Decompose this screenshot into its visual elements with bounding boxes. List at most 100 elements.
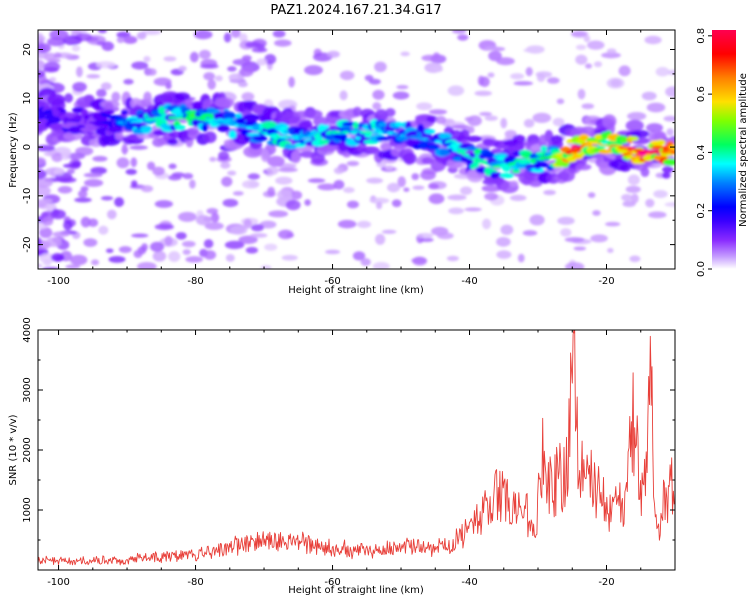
heatmap-noise-cell [304, 65, 323, 76]
heatmap-halo-cell [374, 109, 389, 124]
heatmap-x-label: Height of straight line (km) [288, 285, 424, 296]
heatmap-noise-cell [411, 173, 420, 181]
heatmap-noise-cell [403, 187, 410, 192]
snr-x-label: Height of straight line (km) [288, 585, 424, 596]
figure-title: PAZ1.2024.167.21.34.G17 [270, 3, 441, 18]
heatmap-noise-cell [625, 185, 641, 194]
heatmap-noise-cell [221, 176, 233, 187]
heatmap-noise-cell [241, 92, 255, 102]
heatmap-x-axis: -100 -80 -60 -40 -20 [47, 30, 676, 287]
heatmap-halo-cell [435, 115, 447, 125]
heatmap-noise-cell [64, 93, 73, 103]
heatmap-noise-cell [230, 30, 241, 38]
heatmap-noise-cell [259, 220, 277, 229]
heatmap-noise-cell [57, 186, 73, 194]
heatmap-noise-cell [222, 198, 239, 208]
heatmap-noise-cell [71, 160, 82, 167]
heatmap-noise-cell [200, 63, 219, 69]
heatmap-noise-cell [227, 170, 237, 176]
heatmap-noise-cell [565, 262, 585, 269]
heatmap-noise-cell [452, 30, 467, 34]
heatmap-noise-cell [391, 199, 402, 208]
heatmap-noise-cell [105, 248, 114, 254]
heatmap-ridge-cell [421, 133, 433, 139]
heatmap-halo-cell [640, 166, 650, 178]
snr-y-tick-label: 2000 [22, 437, 33, 462]
heatmap-noise-cell [195, 214, 211, 226]
heatmap-halo-cell [662, 166, 674, 173]
heatmap-noise-cell [63, 219, 73, 231]
heatmap-noise-cell [241, 180, 260, 189]
heatmap-noise-cell [61, 151, 71, 161]
heatmap-noise-cell [39, 227, 53, 239]
heatmap-noise-cell [238, 81, 248, 88]
heatmap-noise-cell [203, 72, 216, 81]
heatmap-noise-cell [522, 230, 538, 236]
heatmap-noise-cell [479, 111, 492, 117]
heatmap-noise-cell [86, 74, 101, 79]
heatmap-ridge-cell [261, 121, 278, 130]
heatmap-noise-cell [630, 193, 639, 204]
heatmap-ridge-cell [320, 124, 330, 129]
heatmap-noise-cell [152, 166, 165, 176]
heatmap-halo-cell [380, 142, 393, 152]
heatmap-halo-cell [491, 148, 503, 155]
heatmap-noise-cell [123, 78, 134, 85]
heatmap-ridge-cell [482, 151, 495, 159]
heatmap-noise-cell [496, 236, 511, 247]
heatmap-noise-cell [178, 65, 187, 72]
heatmap-noise-cell [267, 186, 276, 197]
heatmap-noise-cell [51, 152, 63, 163]
heatmap-noise-cell [277, 229, 294, 240]
heatmap-noise-cell [525, 67, 533, 77]
heatmap-noise-cell [124, 35, 138, 44]
heatmap-ridge-cell [103, 109, 115, 115]
heatmap-noise-cell [90, 166, 107, 175]
heatmap-halo-cell [421, 157, 434, 165]
heatmap-x-tick-label: -100 [47, 276, 70, 287]
heatmap-noise-cell [552, 117, 565, 127]
heatmap-noise-cell [49, 30, 69, 41]
heatmap-noise-cell [182, 249, 191, 255]
heatmap-noise-cell [204, 222, 224, 231]
heatmap-noise-cell [592, 210, 601, 216]
heatmap-noise-cell [228, 73, 244, 82]
heatmap-noise-cell [587, 40, 605, 50]
heatmap-noise-cell [38, 237, 42, 246]
heatmap-noise-cell [245, 41, 261, 48]
heatmap-noise-cell [118, 246, 132, 253]
heatmap-noise-cell [627, 112, 647, 121]
heatmap-noise-cell [97, 30, 107, 34]
heatmap-noise-cell [136, 32, 147, 40]
heatmap-noise-cell [76, 66, 83, 78]
heatmap-noise-cell [218, 151, 230, 161]
heatmap-noise-cell [352, 251, 366, 261]
heatmap-noise-cell [163, 56, 177, 62]
heatmap-ridge-cell [340, 136, 347, 143]
heatmap-noise-cell [100, 82, 112, 91]
heatmap-noise-cell [523, 48, 540, 53]
heatmap-noise-cell [77, 190, 88, 198]
heatmap-noise-cell [290, 190, 303, 200]
heatmap-ridge-cell [438, 132, 452, 140]
heatmap-noise-cell [464, 116, 474, 122]
heatmap-ridge-cell [511, 168, 521, 174]
heatmap-noise-cell [364, 74, 374, 82]
heatmap-noise-cell [98, 225, 109, 235]
heatmap-halo-cell [143, 91, 152, 104]
heatmap-noise-cell [479, 76, 490, 88]
snr-x-tick-label: -60 [324, 577, 340, 588]
heatmap-noise-cell [245, 246, 259, 254]
heatmap-cells [38, 30, 675, 269]
heatmap-noise-cell [488, 50, 502, 62]
heatmap-noise-cell [372, 262, 390, 269]
heatmap-halo-cell [214, 97, 235, 109]
heatmap-noise-cell [428, 193, 445, 205]
heatmap-noise-cell [168, 251, 181, 262]
heatmap-halo-cell [466, 135, 483, 143]
snr-series-line [38, 330, 675, 566]
heatmap-noise-cell [644, 35, 662, 45]
heatmap-halo-cell [174, 92, 190, 101]
heatmap-noise-cell [376, 201, 383, 210]
heatmap-noise-cell [285, 199, 301, 211]
